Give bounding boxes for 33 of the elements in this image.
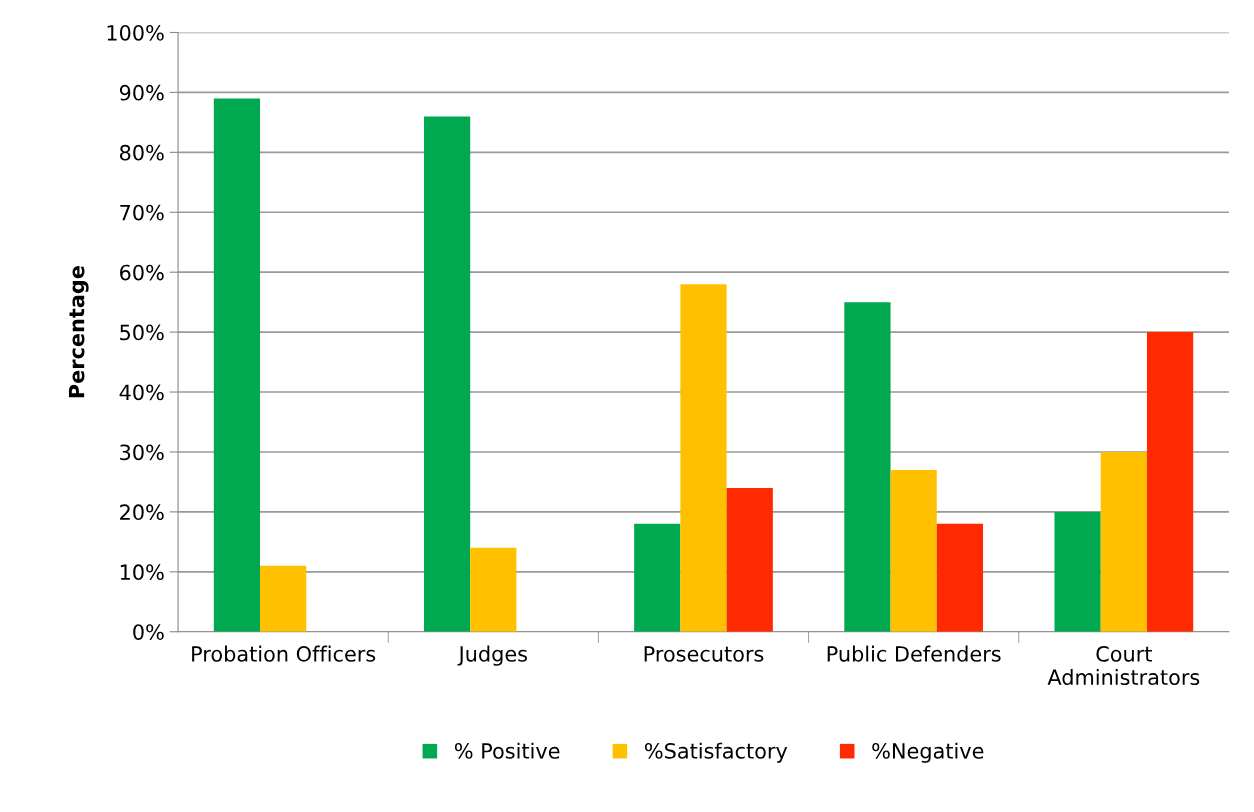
bar: [1146, 332, 1194, 632]
x-tick-label: Court Administrators: [1047, 645, 1200, 686]
y-tick-label: 10%: [120, 564, 164, 581]
y-tick-label: 40%: [119, 384, 164, 401]
legend-label: %Negative: [872, 742, 984, 763]
y-tick-label: 50%: [120, 324, 164, 341]
bar: [634, 523, 681, 632]
bar: [680, 284, 727, 632]
y-tick-label: 80%: [119, 144, 164, 161]
y-tick-label: 60%: [120, 264, 164, 281]
y-tick-label: 70%: [120, 204, 164, 221]
bar: [890, 469, 937, 632]
bar: [1100, 451, 1147, 632]
bar: [260, 565, 307, 632]
bar: [213, 98, 261, 632]
y-tick-label: 90%: [119, 84, 164, 101]
legend-label: % Positive: [454, 742, 560, 759]
bar: [470, 547, 517, 632]
y-tick-label: 0%: [133, 624, 164, 640]
y-tick-label: 100%: [107, 24, 164, 41]
bar: [1054, 511, 1101, 632]
x-tick-label: Judges: [457, 645, 528, 666]
x-tick-label: Probation Officers: [192, 645, 376, 662]
bar: [726, 487, 773, 632]
bar: [423, 116, 471, 632]
bar: [844, 302, 891, 632]
x-tick-label: Public Defenders: [827, 645, 1001, 662]
x-tick-label: Prosecutors: [644, 646, 764, 662]
bar: [936, 523, 984, 632]
y-tick-label: 30%: [120, 444, 164, 461]
y-axis-title: Percentage: [68, 266, 89, 398]
y-tick-label: 20%: [120, 504, 164, 521]
legend-label: %Satisfactory: [645, 742, 788, 763]
